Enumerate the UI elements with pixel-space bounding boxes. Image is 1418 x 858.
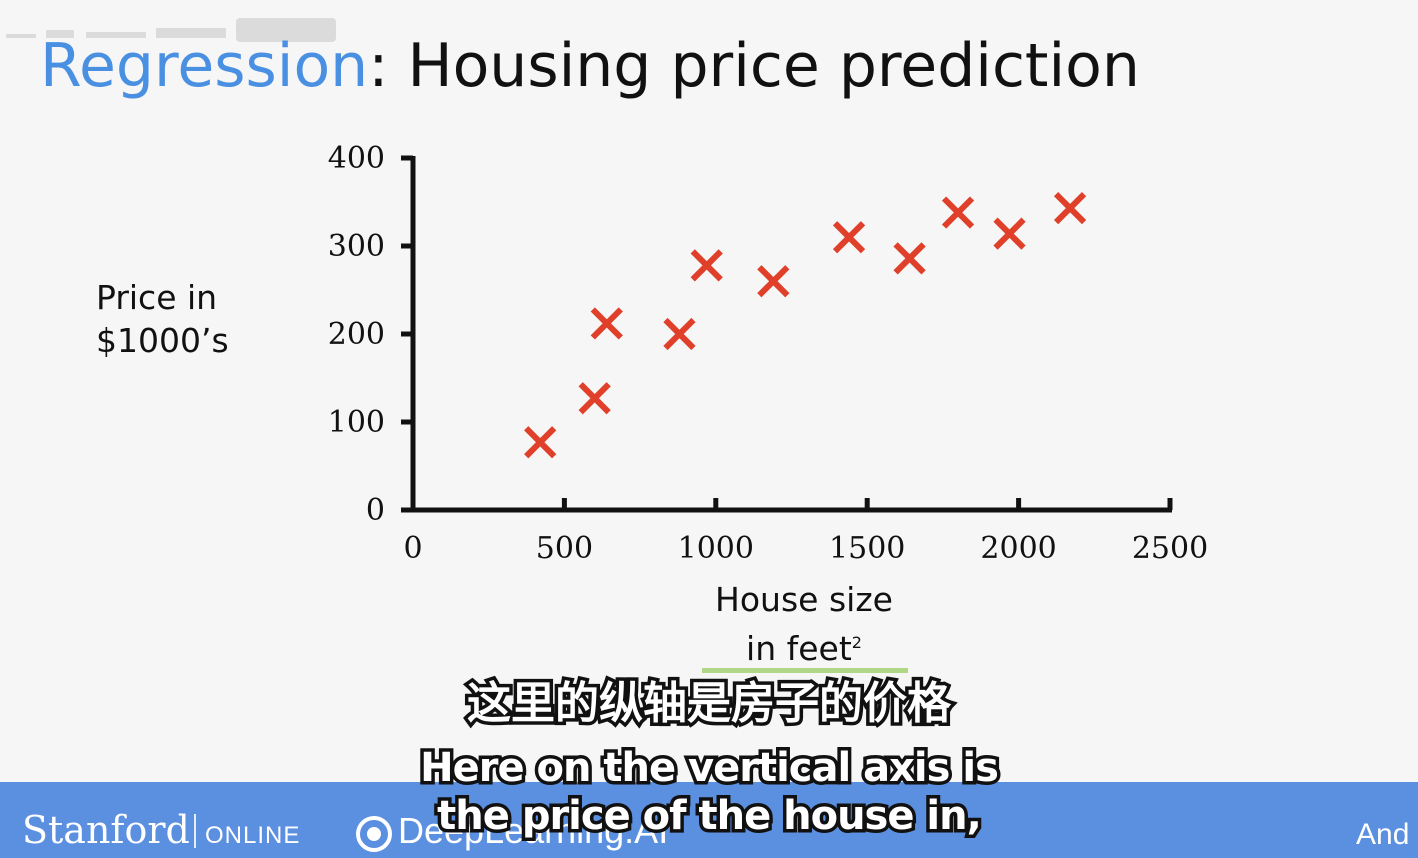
marker-stroke [832,221,866,254]
annotation-underline [702,668,908,673]
data-point-marker [757,265,790,298]
stanford-logo-text: Stanford [22,808,190,852]
x-axis-label-superscript: 2 [851,633,862,652]
title-rest: : Housing price prediction [368,31,1140,101]
y-tick-label: 400 [328,141,385,176]
data-point-marker [993,217,1026,250]
x-tick-label: 2000 [980,531,1056,566]
y-axis-label: Price in $1000’s [96,276,229,362]
marker-stroke [1053,192,1087,225]
subtitle-english-line1: Here on the vertical axis is [417,742,1003,795]
title-accent-word: Regression [40,31,369,101]
x-tick-label: 1000 [678,531,754,566]
logo-separator [194,814,196,848]
data-point-marker [578,382,611,415]
y-tick-label: 100 [328,405,385,440]
marker-stroke [578,382,611,415]
data-point-marker [832,221,866,254]
instructor-name-partial: And [1356,818,1410,851]
deeplearning-logo-icon [356,816,392,852]
video-watermark [6,14,346,48]
x-axis-label-line1: House size [715,580,893,619]
online-logo-text: ONLINE [205,822,301,849]
marker-stroke [690,249,723,282]
x-axis-label-line2: in feet [746,629,852,668]
data-point-marker [590,307,623,340]
data-point-marker [690,249,723,282]
y-axis-label-line1: Price in [96,278,218,317]
marker-stroke [993,217,1026,250]
marker-stroke [893,242,926,275]
data-point-marker [663,317,696,351]
deeplearning-logo-text: DeepLearning.AI [398,810,669,851]
subtitle-chinese: 这里的纵轴是房子的价格 [464,675,955,733]
x-tick-label: 500 [536,531,593,566]
y-tick-label: 200 [328,317,385,352]
y-tick-label: 300 [328,229,385,264]
chart-ticks: 0 500 1000 1500 2000 2500 0 100 200 300 400 [328,141,1208,566]
chart-axes [410,156,1172,513]
y-tick-label: 0 [366,493,385,528]
slide-title: Regression: Housing price prediction [40,30,1140,102]
data-point-marker [1053,192,1087,225]
marker-stroke [757,265,790,298]
marker-stroke [590,307,623,340]
x-tick-label: 0 [403,531,422,566]
data-point-marker [893,242,926,275]
chart-points [524,192,1087,459]
marker-stroke [941,196,975,229]
y-axis-label-line2: $1000’s [96,321,229,360]
data-point-marker [941,196,975,229]
x-axis-label-line2-wrap: in feet2 [690,621,918,670]
footer-bar: Stanford ONLINE DeepLearning.AI And [0,782,1418,858]
marker-stroke [663,317,696,351]
data-point-marker [524,426,557,459]
marker-stroke [524,426,557,459]
x-tick-label: 2500 [1132,531,1208,566]
x-tick-label: 1500 [829,531,905,566]
x-axis-label: House size in feet2 [690,578,918,670]
subtitle-english-line2: the price of the house in, [434,790,986,843]
